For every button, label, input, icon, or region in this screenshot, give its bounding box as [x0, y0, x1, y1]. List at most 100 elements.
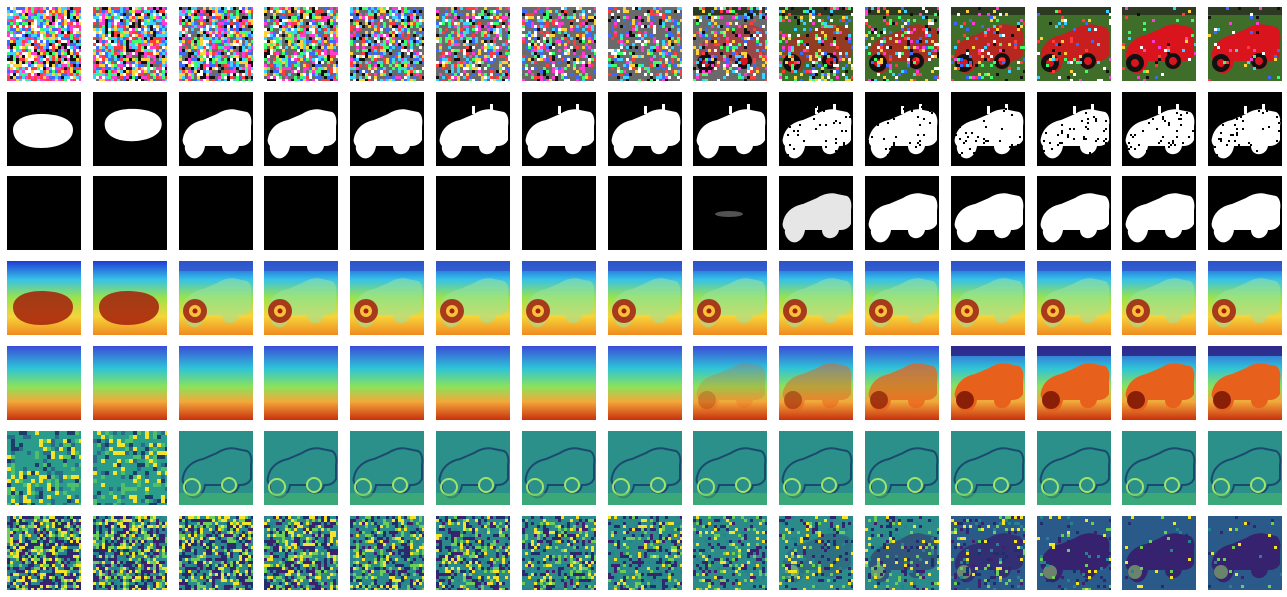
- soft-mask-tile: [693, 176, 767, 250]
- depth-turbo-tile: [264, 346, 338, 420]
- heatmap-jet-tile: [93, 261, 167, 335]
- noise-viridis-tile: [522, 516, 596, 590]
- rgb-denoising-tile: [7, 7, 81, 81]
- feature-viridis-tile: [608, 431, 682, 505]
- binary-mask-tile: [693, 92, 767, 166]
- feature-viridis-tile: [436, 431, 510, 505]
- heatmap-jet-tile: [608, 261, 682, 335]
- soft-mask-tile: [93, 176, 167, 250]
- soft-mask-tile: [264, 176, 338, 250]
- noise-viridis-tile: [350, 516, 424, 590]
- feature-viridis-tile: [951, 431, 1025, 505]
- soft-mask-tile: [1122, 176, 1196, 250]
- soft-mask-tile: [865, 176, 939, 250]
- rgb-denoising-tile: [522, 7, 596, 81]
- noise-viridis-tile: [1122, 516, 1196, 590]
- rgb-denoising-tile: [93, 7, 167, 81]
- rgb-denoising-tile: [693, 7, 767, 81]
- feature-viridis-tile: [350, 431, 424, 505]
- binary-mask-tile: [1037, 92, 1111, 166]
- feature-viridis-tile: [779, 431, 853, 505]
- binary-mask-tile: [436, 92, 510, 166]
- heatmap-jet-tile: [779, 261, 853, 335]
- binary-mask-tile: [522, 92, 596, 166]
- rgb-denoising-tile: [951, 7, 1025, 81]
- heatmap-jet-tile: [436, 261, 510, 335]
- depth-turbo-tile: [179, 346, 253, 420]
- heatmap-jet-tile: [179, 261, 253, 335]
- binary-mask-tile: [779, 92, 853, 166]
- heatmap-jet-tile: [350, 261, 424, 335]
- noise-viridis-tile: [951, 516, 1025, 590]
- soft-mask-tile: [1208, 176, 1282, 250]
- binary-mask-tile: [608, 92, 682, 166]
- noise-viridis-tile: [1208, 516, 1282, 590]
- feature-viridis-tile: [1122, 431, 1196, 505]
- noise-viridis-tile: [1037, 516, 1111, 590]
- depth-turbo-tile: [1208, 346, 1282, 420]
- noise-viridis-tile: [7, 516, 81, 590]
- depth-turbo-tile: [7, 346, 81, 420]
- feature-viridis-tile: [865, 431, 939, 505]
- rgb-denoising-tile: [264, 7, 338, 81]
- binary-mask-tile: [865, 92, 939, 166]
- depth-turbo-tile: [350, 346, 424, 420]
- depth-turbo-tile: [522, 346, 596, 420]
- noise-viridis-tile: [865, 516, 939, 590]
- heatmap-jet-tile: [865, 261, 939, 335]
- depth-turbo-tile: [608, 346, 682, 420]
- noise-viridis-tile: [436, 516, 510, 590]
- heatmap-jet-tile: [1037, 261, 1111, 335]
- heatmap-jet-tile: [693, 261, 767, 335]
- binary-mask-tile: [1122, 92, 1196, 166]
- binary-mask-tile: [179, 92, 253, 166]
- rgb-denoising-tile: [1122, 7, 1196, 81]
- heatmap-jet-tile: [522, 261, 596, 335]
- noise-viridis-tile: [608, 516, 682, 590]
- depth-turbo-tile: [93, 346, 167, 420]
- rgb-denoising-tile: [1208, 7, 1282, 81]
- noise-viridis-tile: [264, 516, 338, 590]
- noise-viridis-tile: [693, 516, 767, 590]
- rgb-denoising-tile: [865, 7, 939, 81]
- soft-mask-tile: [350, 176, 424, 250]
- feature-viridis-tile: [93, 431, 167, 505]
- feature-viridis-tile: [693, 431, 767, 505]
- rgb-denoising-tile: [779, 7, 853, 81]
- binary-mask-tile: [93, 92, 167, 166]
- depth-turbo-tile: [1122, 346, 1196, 420]
- heatmap-jet-tile: [1208, 261, 1282, 335]
- noise-viridis-tile: [179, 516, 253, 590]
- soft-mask-tile: [436, 176, 510, 250]
- feature-viridis-tile: [1208, 431, 1282, 505]
- soft-mask-tile: [7, 176, 81, 250]
- rgb-denoising-tile: [436, 7, 510, 81]
- depth-turbo-tile: [951, 346, 1025, 420]
- soft-mask-tile: [779, 176, 853, 250]
- rgb-denoising-tile: [179, 7, 253, 81]
- soft-mask-tile: [179, 176, 253, 250]
- feature-viridis-tile: [7, 431, 81, 505]
- feature-viridis-tile: [522, 431, 596, 505]
- soft-mask-tile: [1037, 176, 1111, 250]
- noise-viridis-tile: [93, 516, 167, 590]
- binary-mask-tile: [350, 92, 424, 166]
- noise-viridis-tile: [779, 516, 853, 590]
- rgb-denoising-tile: [608, 7, 682, 81]
- depth-turbo-tile: [779, 346, 853, 420]
- feature-viridis-tile: [179, 431, 253, 505]
- binary-mask-tile: [1208, 92, 1282, 166]
- soft-mask-tile: [522, 176, 596, 250]
- heatmap-jet-tile: [7, 261, 81, 335]
- depth-turbo-tile: [436, 346, 510, 420]
- soft-mask-tile: [951, 176, 1025, 250]
- heatmap-jet-tile: [951, 261, 1025, 335]
- rgb-denoising-tile: [1037, 7, 1111, 81]
- depth-turbo-tile: [693, 346, 767, 420]
- binary-mask-tile: [7, 92, 81, 166]
- heatmap-jet-tile: [264, 261, 338, 335]
- feature-viridis-tile: [264, 431, 338, 505]
- feature-viridis-tile: [1037, 431, 1111, 505]
- binary-mask-tile: [264, 92, 338, 166]
